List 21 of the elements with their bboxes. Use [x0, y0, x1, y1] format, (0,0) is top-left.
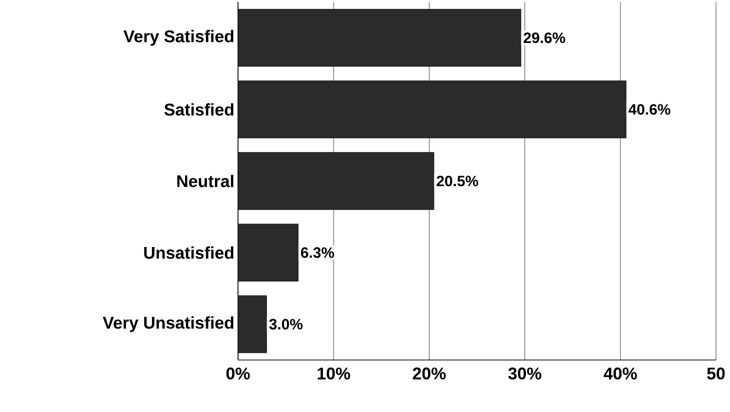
- bar: [238, 295, 267, 354]
- data-label: 6.3%: [300, 247, 334, 258]
- data-label: 3.0%: [269, 318, 303, 330]
- data-label: 29.6%: [524, 32, 566, 44]
- x-tick-label: 20%: [412, 368, 446, 380]
- bar: [238, 80, 626, 138]
- data-label: 40.6%: [628, 104, 670, 115]
- x-tick-label: 30%: [508, 368, 542, 380]
- y-tick-label: Satisfied: [164, 103, 234, 116]
- x-tick-label: 0%: [226, 368, 250, 380]
- x-tick-label: 40%: [604, 368, 637, 380]
- y-tick-label: Very Unsatisfied: [102, 316, 234, 332]
- y-tick-label: Unsatisfied: [144, 246, 234, 259]
- y-tick-label: Neutral: [177, 174, 234, 188]
- bar: [238, 224, 298, 282]
- x-tick-label: 50: [707, 368, 725, 380]
- x-tick-label: 10%: [318, 368, 350, 380]
- y-tick-label: Very Satisfied: [124, 30, 234, 46]
- data-label: 20.5%: [436, 176, 478, 186]
- bar: [238, 152, 434, 210]
- bar: [238, 8, 522, 67]
